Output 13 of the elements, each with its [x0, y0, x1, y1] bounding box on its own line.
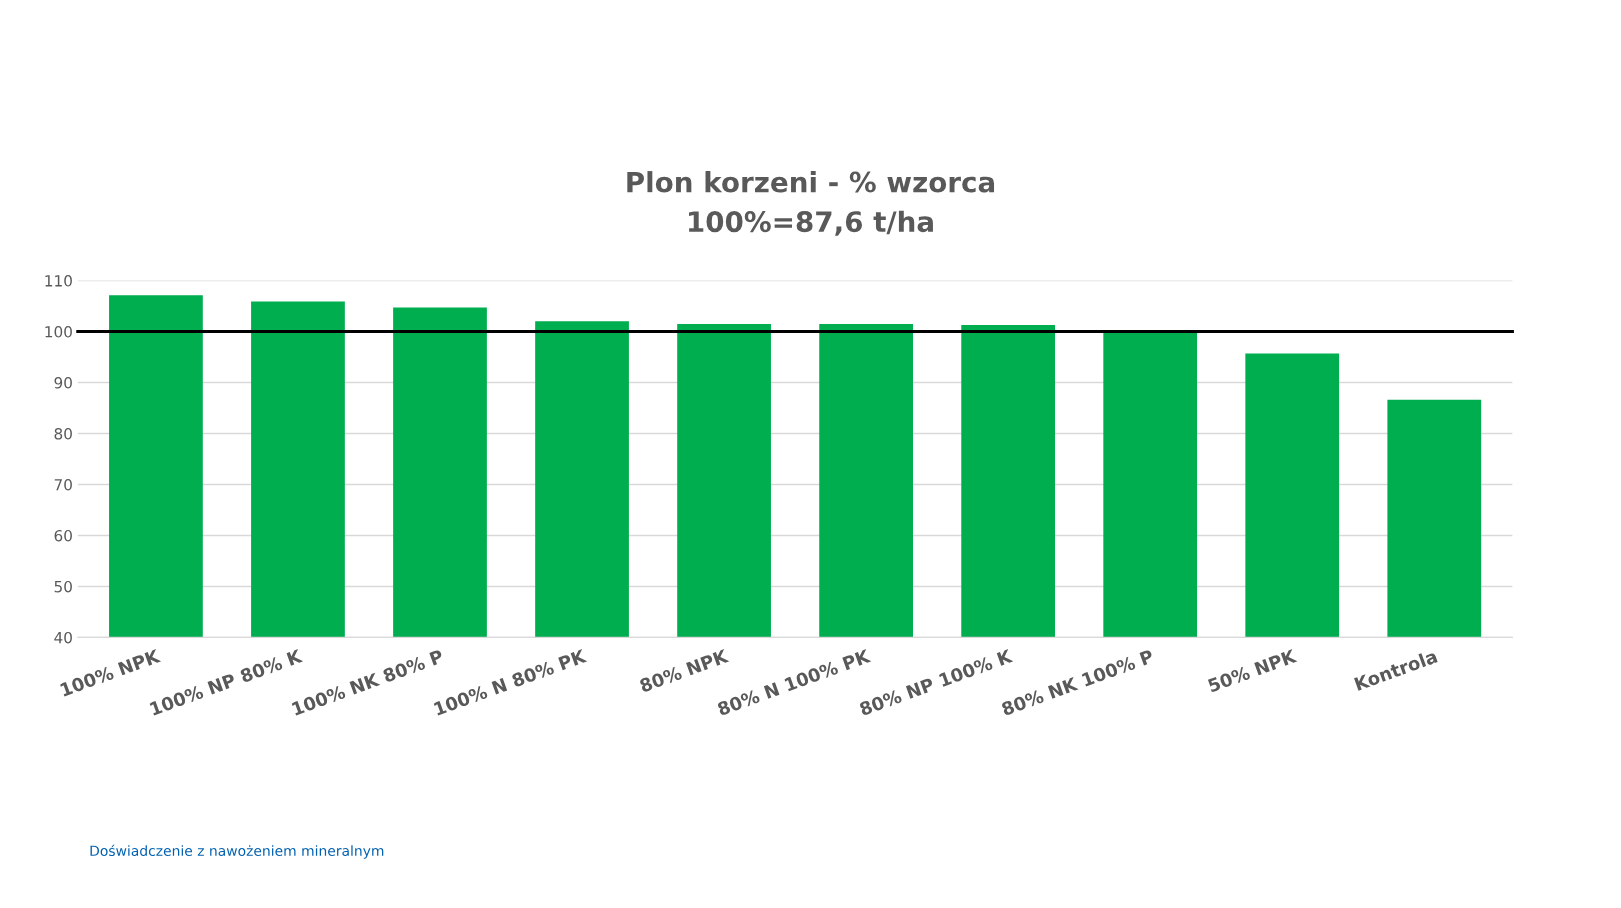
- y-tick-label: 90: [54, 376, 72, 389]
- y-tick-label: 80: [54, 427, 72, 440]
- y-tick-label: 110: [45, 275, 72, 287]
- y-tick-label: 50: [54, 580, 72, 593]
- y-tick-label: 60: [54, 529, 72, 542]
- y-tick-label: 100: [45, 326, 72, 338]
- x-tick-label: 50% NPK: [1207, 648, 1298, 693]
- x-tick-label: 100% NPK: [59, 648, 162, 697]
- chart-title: Plon korzeni - % wzorca 100%=87,6 t/ha: [627, 171, 995, 236]
- y-tick-label: 70: [54, 478, 72, 491]
- y-tick-label: 40: [54, 631, 72, 644]
- text: Doświadczenie z nawożeniem mineralnym: [90, 844, 384, 859]
- x-tick-label: 80% NPK: [638, 648, 730, 693]
